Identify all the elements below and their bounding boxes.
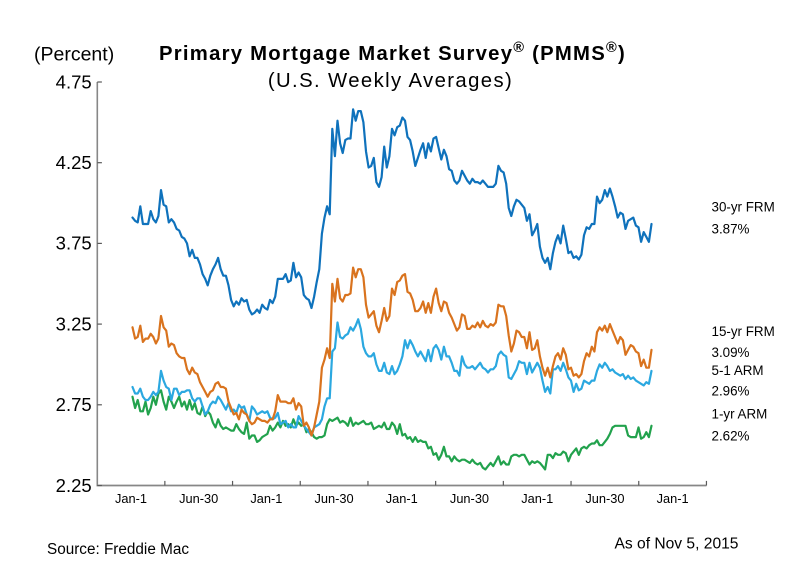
svg-text:4.25: 4.25 xyxy=(56,152,92,173)
svg-text:As of Nov 5, 2015: As of Nov 5, 2015 xyxy=(615,536,739,553)
svg-text:Jan-1: Jan-1 xyxy=(115,491,147,506)
svg-text:Source: Freddie Mac: Source: Freddie Mac xyxy=(47,541,189,558)
svg-text:Primary Mortgage Market Survey: Primary Mortgage Market Survey® (PMMS®) xyxy=(159,40,626,65)
svg-text:3.09%: 3.09% xyxy=(712,345,750,360)
svg-text:2.75: 2.75 xyxy=(56,394,92,415)
svg-text:(U.S. Weekly Averages): (U.S. Weekly Averages) xyxy=(268,70,513,92)
svg-text:3.75: 3.75 xyxy=(56,233,92,254)
svg-text:(Percent): (Percent) xyxy=(34,44,114,66)
svg-text:Jan-1: Jan-1 xyxy=(250,491,282,506)
svg-text:4.75: 4.75 xyxy=(56,71,92,92)
svg-text:Jan-1: Jan-1 xyxy=(521,491,553,506)
svg-text:2.25: 2.25 xyxy=(56,475,92,496)
svg-text:Jun-30: Jun-30 xyxy=(315,491,354,506)
svg-text:2.62%: 2.62% xyxy=(712,429,750,444)
svg-text:5-1 ARM: 5-1 ARM xyxy=(712,363,764,378)
svg-text:2.96%: 2.96% xyxy=(712,384,750,399)
svg-text:15-yr FRM: 15-yr FRM xyxy=(712,324,775,339)
svg-text:30-yr FRM: 30-yr FRM xyxy=(712,200,775,215)
svg-text:Jun-30: Jun-30 xyxy=(585,491,624,506)
svg-text:Jan-1: Jan-1 xyxy=(386,491,418,506)
svg-text:3.25: 3.25 xyxy=(56,313,92,334)
svg-text:Jun-30: Jun-30 xyxy=(450,491,489,506)
svg-text:1-yr ARM: 1-yr ARM xyxy=(712,407,768,422)
svg-text:Jun-30: Jun-30 xyxy=(179,491,218,506)
svg-text:3.87%: 3.87% xyxy=(712,221,750,236)
svg-text:Jan-1: Jan-1 xyxy=(657,491,689,506)
